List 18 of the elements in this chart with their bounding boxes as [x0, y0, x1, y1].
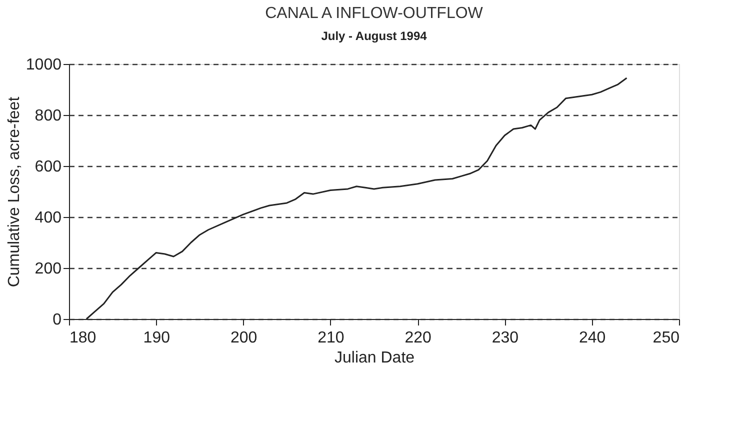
y-tick-label: 0 — [52, 312, 62, 328]
y-axis-title: Cumulative Loss, acre-feet — [6, 96, 23, 288]
x-tick-label: 220 — [404, 330, 432, 346]
x-tick-label: 180 — [70, 330, 96, 346]
x-tick-label: 240 — [579, 330, 606, 346]
y-tick-label: 400 — [34, 210, 62, 226]
x-tick-label: 210 — [318, 330, 344, 346]
x-tick-label: 250 — [652, 330, 680, 346]
x-tick-label: 190 — [143, 330, 170, 346]
y-tick-label: 1000 — [26, 56, 62, 74]
y-tick-label: 600 — [34, 158, 62, 176]
x-tick-label: 200 — [230, 330, 258, 346]
x-tick-label: 230 — [492, 330, 519, 346]
y-tick-label: 200 — [34, 260, 62, 278]
y-tick-label: 800 — [34, 108, 62, 124]
chart-subtitle: July - August 1994 — [321, 29, 428, 43]
chart-title: CANAL A INFLOW-OUTFLOW — [265, 5, 484, 22]
x-axis-title: Julian Date — [334, 350, 415, 366]
